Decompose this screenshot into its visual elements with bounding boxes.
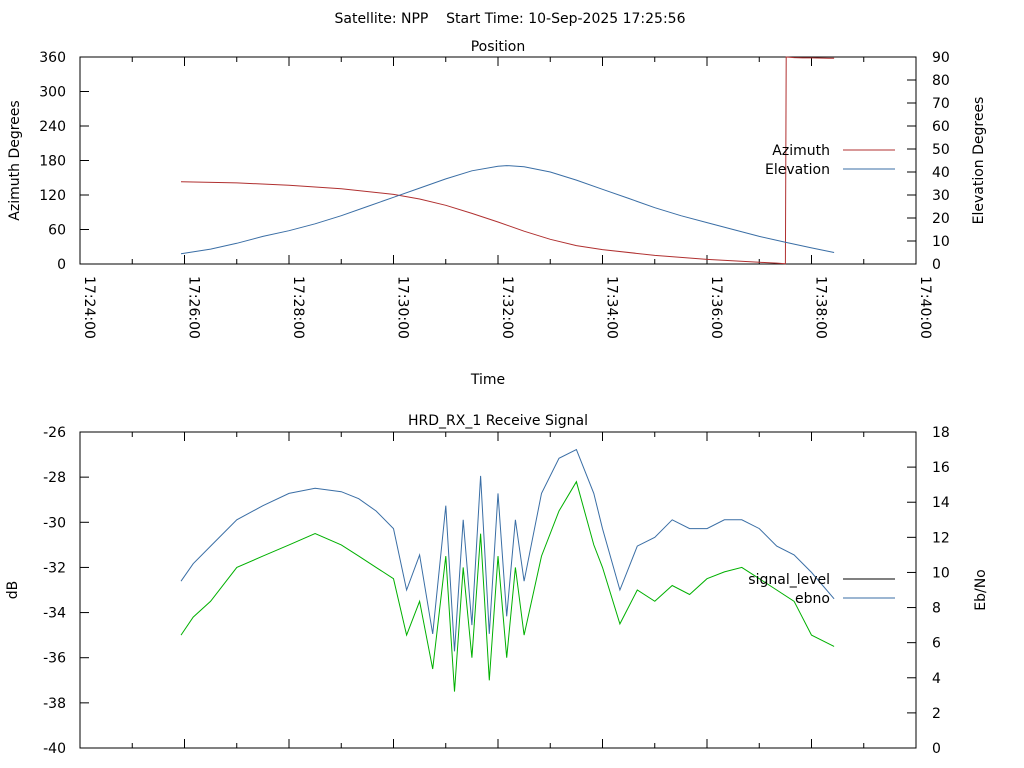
x-tick-label: 17:34:00 xyxy=(604,276,620,339)
y2-tick-label: 40 xyxy=(932,165,950,181)
plot-frame xyxy=(79,56,917,265)
y2-tick-label: 14 xyxy=(932,495,950,511)
y-tick-label: 60 xyxy=(48,223,66,239)
y2-tick-label: 18 xyxy=(932,425,950,441)
legend-label: Azimuth xyxy=(772,143,830,159)
y2-tick-label: 10 xyxy=(932,234,950,250)
y-tick-label: -28 xyxy=(43,470,66,486)
y-tick-label: -34 xyxy=(43,606,66,622)
legend-label: Elevation xyxy=(765,162,830,178)
y2-tick-label: 12 xyxy=(932,530,950,546)
page-title: Satellite: NPP Start Time: 10-Sep-2025 1… xyxy=(334,11,685,27)
y2-tick-label: 4 xyxy=(932,671,941,687)
series-line-Elevation xyxy=(180,165,835,255)
y-tick-label: 120 xyxy=(39,188,66,204)
x-tick-label: 17:28:00 xyxy=(290,276,306,339)
x-tick-label: 17:36:00 xyxy=(708,276,724,339)
y-tick-label: 0 xyxy=(57,257,66,273)
position-chart: Position 17:24:00 17:26:00 17:28:00 17:30:00… xyxy=(7,39,987,388)
x-tick-label: 17:40:00 xyxy=(917,276,933,339)
y2-tick-label: 0 xyxy=(932,257,941,273)
x-tick-label: 17:26:00 xyxy=(186,276,202,339)
chart-title: HRD_RX_1 Receive Signal xyxy=(408,413,588,429)
y2-tick-label: 70 xyxy=(932,96,950,112)
series-line-ebno xyxy=(180,448,835,652)
y-tick-label: 180 xyxy=(39,154,66,170)
y-tick-label: -30 xyxy=(43,515,66,531)
y2-tick-label: 50 xyxy=(932,142,950,158)
y2-tick-label: 10 xyxy=(932,565,950,581)
y2-tick-label: 0 xyxy=(932,741,941,757)
y-tick-label: 240 xyxy=(39,119,66,135)
y-tick-label: -26 xyxy=(43,425,66,441)
series-line-signal_level xyxy=(180,480,835,692)
y-tick-label: -38 xyxy=(43,696,66,712)
y2-axis-label: Elevation Degrees xyxy=(971,97,987,225)
x-axis-label: Time xyxy=(470,372,505,388)
y2-tick-label: 20 xyxy=(932,211,950,227)
y2-axis-label: Eb/No xyxy=(973,569,989,611)
y-tick-label: -36 xyxy=(43,651,66,667)
receive-signal-chart: HRD_RX_1 Receive Signal -40 -38 -36 -34 -32 -3… xyxy=(5,413,989,757)
y-tick-label: -40 xyxy=(43,741,66,757)
y2-tick-label: 60 xyxy=(932,119,950,135)
legend-label: ebno xyxy=(795,591,830,607)
y2-tick-label: 30 xyxy=(932,188,950,204)
series-line-Azimuth xyxy=(180,56,835,265)
chart-title: Position xyxy=(471,39,526,55)
y2-tick-label: 80 xyxy=(932,73,950,89)
x-tick-label: 17:30:00 xyxy=(395,276,411,339)
y-tick-label: 300 xyxy=(39,85,66,101)
x-tick-label: 17:32:00 xyxy=(499,276,515,339)
y2-tick-label: 16 xyxy=(932,460,950,476)
y-tick-label: -32 xyxy=(43,560,66,576)
y2-tick-label: 6 xyxy=(932,636,941,652)
legend-label: signal_level xyxy=(748,572,830,588)
y-tick-label: 360 xyxy=(39,50,66,66)
y2-tick-label: 8 xyxy=(932,601,941,617)
y2-tick-label: 90 xyxy=(932,50,950,66)
x-tick-label: 17:24:00 xyxy=(81,276,97,339)
y2-tick-label: 2 xyxy=(932,706,941,722)
x-tick-label: 17:38:00 xyxy=(813,276,829,339)
y-axis-label: dB xyxy=(5,581,21,600)
y-axis-label: Azimuth Degrees xyxy=(7,100,23,220)
plot-frame xyxy=(79,431,917,749)
